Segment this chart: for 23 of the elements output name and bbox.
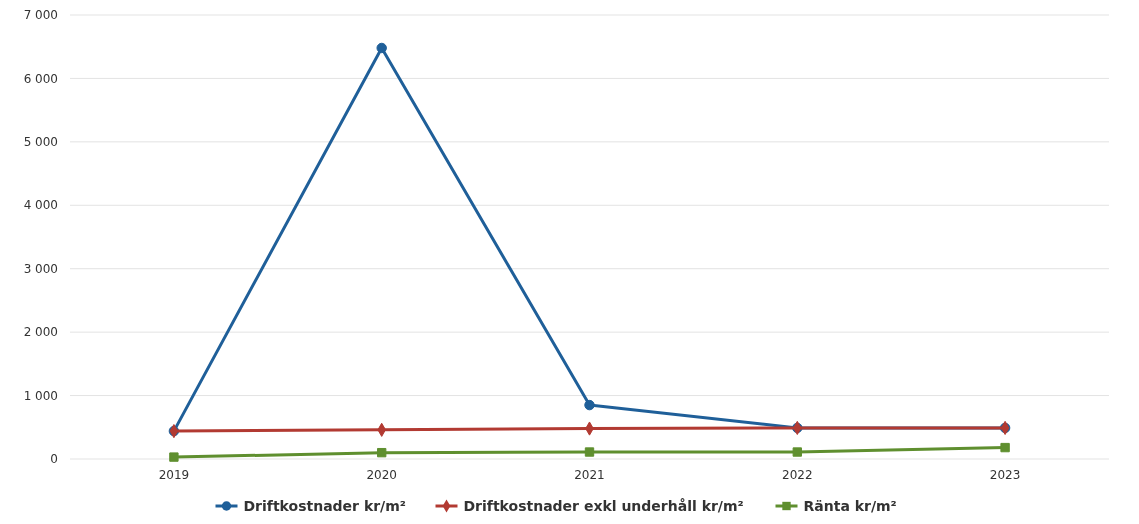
x-tick-label: 2019 [158,468,190,482]
point [376,42,387,54]
y-tick-label: 3 000 [23,261,58,276]
point [1000,442,1010,453]
y-tick-label: 4 000 [23,198,58,213]
point [584,447,595,457]
x-tick-label: 2020 [366,468,397,482]
x-tick-label: 2021 [574,468,605,482]
y-tick-label: 2 000 [23,325,58,340]
legend-label: Driftkostnader exkl underhåll kr/m² [463,497,744,514]
legend-label: Driftkostnader kr/m² [243,497,406,514]
x-tick-label: 2022 [782,468,813,482]
y-tick-label: 5 000 [23,135,58,150]
point [169,452,179,462]
point [377,447,387,458]
legend-label: Ränta kr/m² [803,497,897,514]
y-tick-label: 1 000 [23,388,58,403]
y-tick-label: 0 [50,452,58,467]
point [792,447,802,457]
y-tick-label: 7 000 [23,8,58,23]
x-tick-label: 2023 [989,468,1021,482]
y-tick-label: 6 000 [23,71,58,86]
point [584,399,595,411]
